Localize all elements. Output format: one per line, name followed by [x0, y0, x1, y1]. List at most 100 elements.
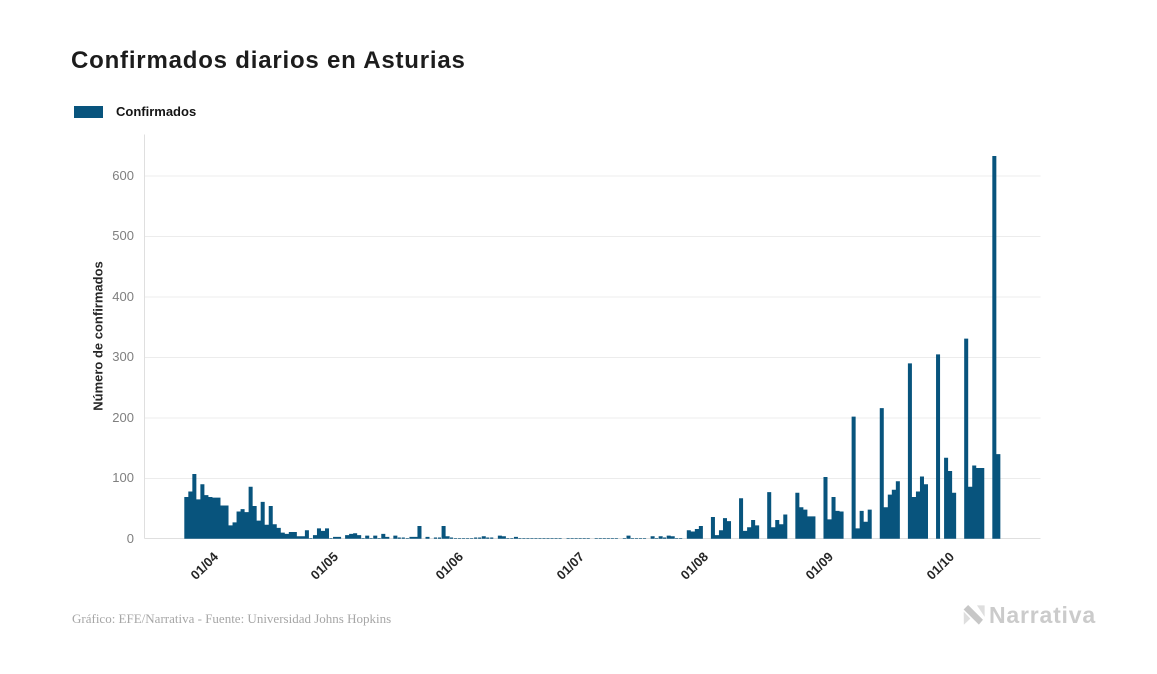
bar[interactable] [345, 535, 349, 539]
bar[interactable] [393, 536, 397, 539]
bar[interactable] [192, 474, 196, 539]
bar[interactable] [884, 507, 888, 538]
bar[interactable] [679, 538, 683, 539]
bar[interactable] [598, 538, 602, 539]
bar[interactable] [434, 537, 438, 538]
bar[interactable] [225, 505, 229, 538]
bar[interactable] [446, 536, 450, 538]
bar[interactable] [313, 535, 317, 539]
bar[interactable] [614, 538, 618, 539]
bar[interactable] [184, 497, 188, 539]
bar[interactable] [783, 515, 787, 539]
bar[interactable] [297, 536, 301, 538]
bar[interactable] [333, 537, 337, 539]
bar[interactable] [526, 538, 530, 539]
bar[interactable] [799, 507, 803, 538]
bar[interactable] [486, 537, 490, 538]
bar[interactable] [852, 417, 856, 539]
bar[interactable] [727, 521, 731, 539]
bar[interactable] [293, 532, 297, 539]
bar[interactable] [438, 537, 442, 538]
bar[interactable] [723, 518, 727, 539]
bar[interactable] [578, 538, 582, 539]
bar[interactable] [321, 531, 325, 539]
bar[interactable] [558, 538, 562, 539]
bar[interactable] [635, 538, 639, 539]
bar[interactable] [992, 156, 996, 539]
bar[interactable] [349, 534, 353, 539]
bar[interactable] [755, 525, 759, 538]
bar[interactable] [602, 538, 606, 539]
bar[interactable] [996, 454, 1000, 539]
bar[interactable] [188, 492, 192, 539]
bar[interactable] [353, 533, 357, 538]
bar[interactable] [253, 506, 257, 539]
bar[interactable] [216, 498, 220, 539]
bar[interactable] [317, 528, 321, 538]
bar[interactable] [832, 497, 836, 539]
bar[interactable] [606, 538, 610, 539]
bar[interactable] [417, 526, 421, 539]
bar[interactable] [518, 538, 522, 539]
bar[interactable] [462, 538, 466, 539]
bar[interactable] [454, 538, 458, 539]
bar[interactable] [442, 526, 446, 539]
bar[interactable] [265, 525, 269, 539]
bar[interactable] [948, 471, 952, 539]
bar[interactable] [361, 538, 365, 539]
bar[interactable] [409, 537, 413, 539]
bar[interactable] [233, 522, 237, 538]
bar[interactable] [972, 466, 976, 539]
bar[interactable] [450, 537, 454, 538]
bar[interactable] [401, 537, 405, 538]
bar[interactable] [711, 517, 715, 539]
bar[interactable] [498, 536, 502, 539]
bar[interactable] [803, 510, 807, 539]
bar[interactable] [574, 538, 578, 539]
bar[interactable] [888, 495, 892, 539]
bar[interactable] [751, 520, 755, 539]
bar[interactable] [534, 538, 538, 539]
bar[interactable] [538, 538, 542, 539]
bar[interactable] [586, 538, 590, 539]
bar[interactable] [643, 538, 647, 539]
bar[interactable] [570, 538, 574, 539]
bar[interactable] [245, 512, 249, 539]
bar[interactable] [510, 538, 514, 539]
bar[interactable] [285, 534, 289, 539]
bar[interactable] [566, 538, 570, 539]
bar[interactable] [807, 516, 811, 538]
bar[interactable] [470, 538, 474, 539]
bar[interactable] [627, 536, 631, 539]
bar[interactable] [337, 537, 341, 539]
bar[interactable] [671, 536, 675, 538]
bar[interactable] [823, 477, 827, 539]
bar[interactable] [980, 468, 984, 539]
bar[interactable] [413, 537, 417, 539]
bar[interactable] [952, 493, 956, 539]
bar[interactable] [795, 493, 799, 539]
bar[interactable] [687, 530, 691, 538]
bar[interactable] [622, 538, 626, 539]
bar[interactable] [880, 408, 884, 539]
bar[interactable] [659, 536, 663, 538]
bar[interactable] [241, 509, 245, 539]
bar[interactable] [868, 510, 872, 539]
bar[interactable] [944, 458, 948, 539]
bar[interactable] [397, 537, 401, 538]
bar[interactable] [426, 537, 430, 539]
bar[interactable] [474, 537, 478, 538]
bar[interactable] [639, 538, 643, 539]
bar[interactable] [220, 505, 224, 538]
bar[interactable] [373, 536, 377, 539]
bar[interactable] [490, 537, 494, 538]
bar[interactable] [582, 538, 586, 539]
bar[interactable] [204, 495, 208, 539]
bar[interactable] [550, 538, 554, 539]
bar[interactable] [200, 484, 204, 538]
bar[interactable] [357, 535, 361, 539]
bar[interactable] [273, 524, 277, 539]
bar[interactable] [892, 490, 896, 539]
bar[interactable] [667, 536, 671, 539]
bar[interactable] [651, 536, 655, 538]
